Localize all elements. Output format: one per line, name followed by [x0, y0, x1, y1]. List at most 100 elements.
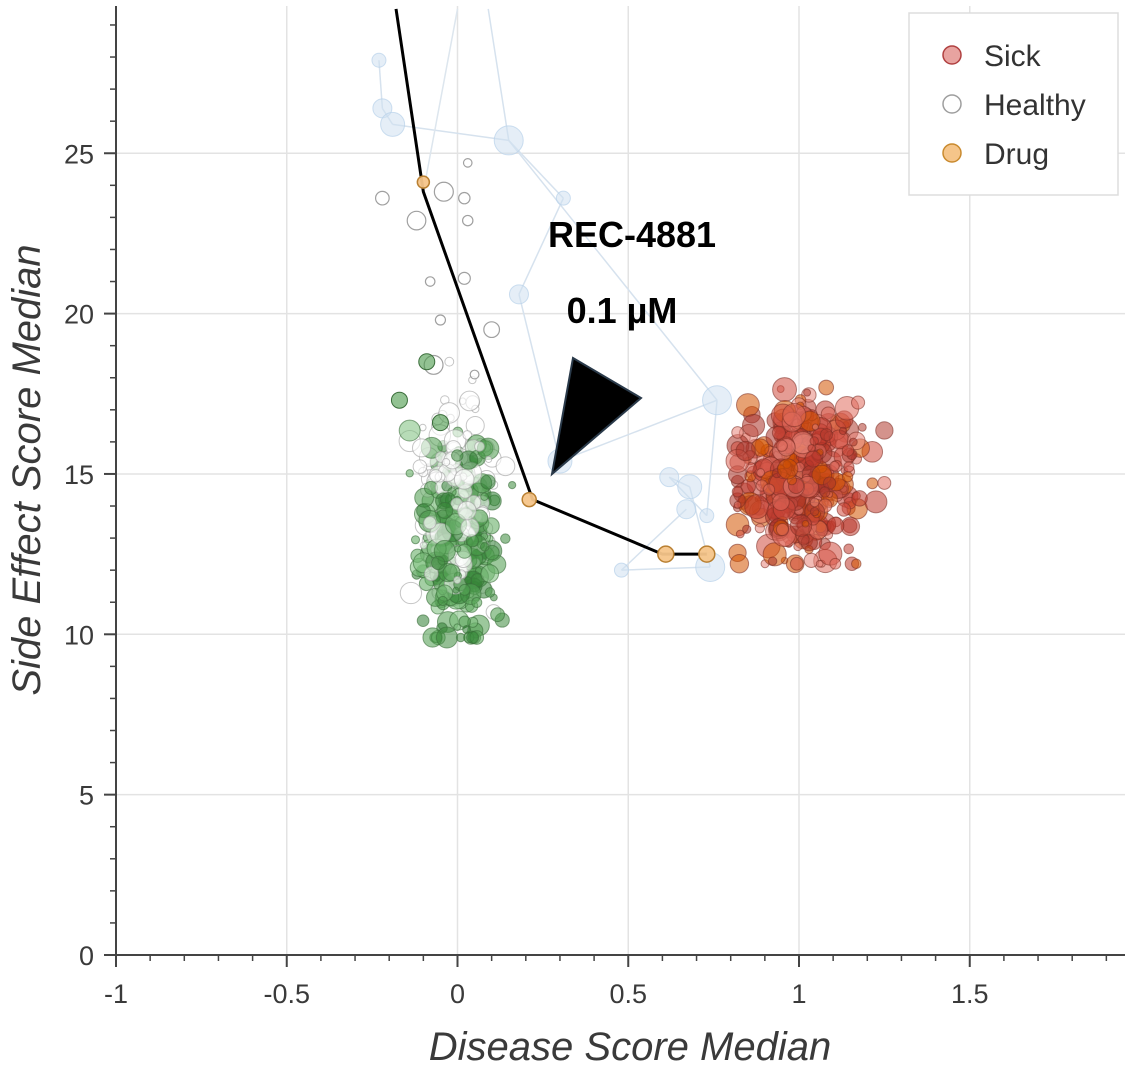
healthy-point: [453, 469, 475, 490]
sick-point: [809, 506, 820, 517]
faint-trajectory-point: [508, 284, 529, 305]
sick-point: [767, 556, 778, 566]
faint-trajectory-segment: [559, 399, 718, 462]
sick-point: [733, 501, 742, 509]
sick-point: [850, 395, 866, 410]
sick-point: [815, 559, 824, 568]
healthy-point: [462, 625, 471, 634]
healthy-point: [437, 595, 448, 607]
faint-trajectory-segment: [620, 508, 687, 571]
sick-point: [735, 529, 745, 539]
healthy-point: [390, 391, 408, 409]
axes: [115, 6, 1125, 956]
sick-point: [829, 557, 842, 570]
healthy-point: [455, 632, 466, 643]
healthy-point: [474, 441, 485, 452]
healthy-point: [434, 314, 447, 326]
healthy-point: [466, 630, 480, 645]
sick-point: [735, 393, 760, 417]
sick-point: [731, 426, 744, 439]
sick-point: [857, 422, 867, 432]
sick-point: [772, 493, 790, 512]
sick-point: [841, 471, 854, 483]
sick-point: [775, 523, 790, 537]
healthy-point: [480, 564, 500, 583]
y-axis-title: Side Effect Score Median: [5, 244, 49, 695]
sick-point: [731, 485, 744, 498]
sick-point: [772, 377, 797, 402]
x-tick-label: 1.5: [951, 979, 989, 1009]
y-tick-label: 20: [64, 300, 94, 330]
faint-trajectory-segment: [487, 8, 510, 141]
x-axis-title: Disease Score Median: [429, 1025, 831, 1069]
faint-trajectory-point: [371, 52, 387, 68]
healthy-point: [484, 587, 496, 598]
y-tick-label: 0: [79, 941, 94, 971]
healthy-point: [374, 190, 390, 206]
sick-point: [841, 444, 855, 457]
faint-trajectory-point: [676, 499, 697, 520]
healthy-point: [435, 626, 458, 649]
sick-point: [775, 439, 788, 452]
healthy-point: [398, 419, 421, 442]
healthy-point: [405, 469, 414, 478]
x-tick-label: -1: [104, 979, 128, 1009]
faint-trajectory-segment: [422, 8, 459, 192]
sick-point-cloud: [725, 377, 894, 574]
faint-trajectory-point: [613, 562, 629, 578]
healthy-point: [458, 583, 471, 596]
healthy-point: [452, 586, 460, 594]
faint-drug-trajectory: [371, 8, 733, 582]
healthy-point: [423, 516, 437, 530]
sick-point: [864, 490, 888, 514]
drug-point: [657, 545, 675, 563]
sick-point: [848, 437, 858, 447]
healthy-point: [419, 541, 428, 550]
sick-point: [836, 502, 852, 517]
healthy-point: [461, 214, 474, 227]
sick-point: [819, 486, 831, 498]
healthy-point: [462, 430, 473, 440]
healthy-point: [500, 533, 511, 544]
sick-point: [838, 426, 848, 436]
drug-annotation: REC-4881 0.1 µM: [548, 214, 716, 477]
healthy-point: [412, 459, 428, 474]
sick-point: [801, 519, 810, 528]
healthy-point-cloud: [374, 158, 517, 649]
faint-trajectory-segment: [518, 197, 565, 295]
sick-point: [744, 494, 770, 520]
faint-trajectory-segment: [392, 123, 509, 142]
healthy-point: [460, 517, 480, 538]
sick-point: [843, 543, 855, 555]
healthy-point: [479, 542, 490, 552]
sick-point: [850, 558, 862, 570]
healthy-point: [429, 469, 443, 483]
annotation-dose-label: 0.1 µM: [567, 290, 678, 331]
healthy-point: [406, 210, 427, 231]
legend-label-healthy: Healthy: [984, 89, 1086, 122]
healthy-point: [508, 480, 517, 490]
healthy-point: [464, 576, 473, 585]
axis-ticks: -1 -0.5 0 0.5 1 1.5 0 5 10 15 20 25: [64, 24, 1108, 1009]
y-tick-label: 15: [64, 460, 94, 490]
sick-point: [782, 403, 807, 428]
healthy-point: [453, 576, 462, 585]
faint-trajectory-point: [555, 190, 571, 206]
healthy-point: [484, 455, 493, 463]
drug-point: [416, 175, 431, 189]
healthy-point: [423, 566, 439, 582]
healthy-point: [410, 535, 421, 545]
healthy-point: [441, 457, 451, 467]
faint-trajectory-point: [699, 508, 715, 524]
healthy-point: [433, 181, 454, 202]
drug-point: [521, 491, 537, 508]
faint-trajectory-point: [677, 474, 703, 500]
legend-swatch-sick: [942, 45, 962, 65]
sick-point: [803, 388, 812, 397]
sick-point: [866, 477, 879, 490]
healthy-point: [418, 353, 436, 371]
sick-point: [804, 450, 822, 468]
healthy-point: [457, 271, 471, 285]
sick-point: [741, 413, 766, 438]
sick-point: [789, 556, 804, 571]
